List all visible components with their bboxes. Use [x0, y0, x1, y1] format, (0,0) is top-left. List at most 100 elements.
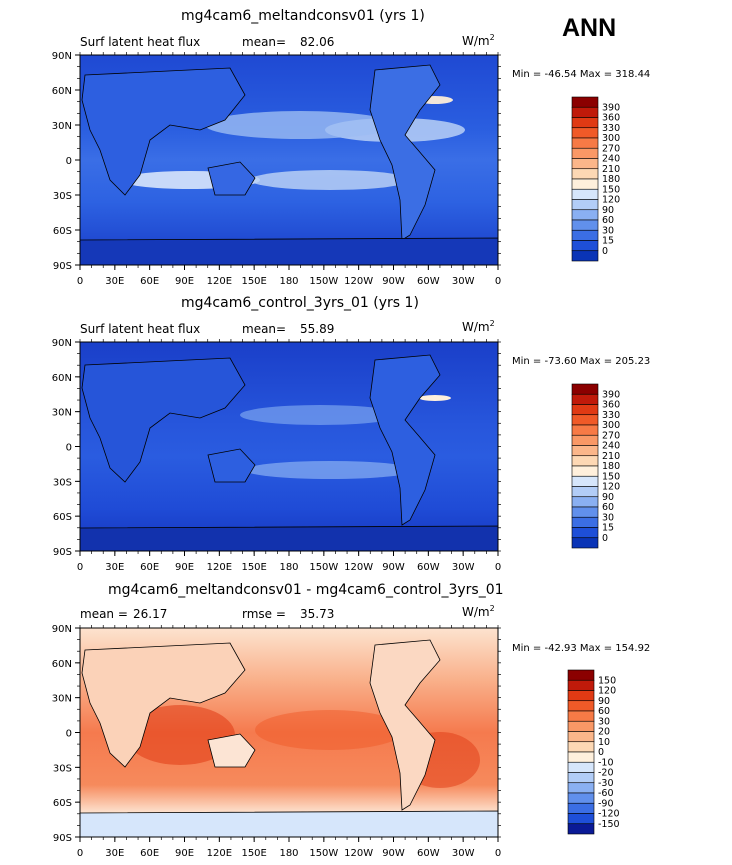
panel2-colorbar-swatch	[571, 445, 599, 457]
panel3-colorbar-label: -10	[598, 757, 614, 768]
panel1-colorbar-swatch	[571, 106, 599, 118]
panel2-xtick-label: 60E	[140, 562, 159, 573]
panel3-region-pacific	[255, 710, 405, 750]
panel2-colorbar-swatch	[571, 506, 599, 518]
panel1-xtick-label: 90E	[175, 276, 194, 287]
panel2-colorbar-label: 300	[602, 420, 620, 431]
panel3-colorbar-label: 20	[598, 727, 610, 738]
panel2-colorbar-label: 180	[602, 461, 620, 472]
panel3-xtick-label: 150E	[241, 848, 266, 859]
panel2-ytick-label: 30N	[52, 408, 72, 419]
panel2-colorbar-label: 15	[602, 523, 614, 534]
panel3-colorbar-swatch	[567, 792, 595, 804]
panel3-rmse-label: rmse =	[242, 607, 286, 621]
panel1-ytick-label: 90N	[52, 51, 72, 62]
panel3-colorbar-swatch	[567, 823, 595, 835]
panel1-xtick-label: 30W	[452, 276, 475, 287]
panel1-colorbar-swatch	[571, 240, 599, 252]
panel3-title: mg4cam6_meltandconsv01 - mg4cam6_control…	[108, 582, 504, 598]
panel3-xtick-label: 120E	[207, 848, 232, 859]
panel2-continent-americas	[369, 354, 441, 526]
panel3-ytick-label: 90S	[53, 833, 72, 844]
panel1-xtick-label: 120W	[344, 276, 373, 287]
panel1-colorbar-swatch	[571, 127, 599, 139]
panel3-colorbar-label: 120	[598, 686, 616, 697]
panel2-title: mg4cam6_control_3yrs_01 (yrs 1)	[181, 295, 419, 311]
panel1-xtick-label: 0	[495, 276, 501, 287]
panel1-colorbar-label: 120	[602, 195, 620, 206]
panel2-variable: Surf latent heat flux	[80, 322, 201, 336]
panel2-colorbar-swatch	[571, 516, 599, 528]
panel1-colorbar-label: 270	[602, 143, 620, 154]
panel3-units-exp: 2	[489, 604, 495, 613]
panel1-colorbar-label: 15	[602, 236, 614, 247]
panel3-colorbar-label: -60	[598, 788, 614, 799]
panel1-map	[79, 54, 499, 266]
panel1-colorbar-swatch	[571, 158, 599, 170]
panel2-ytick-label: 60S	[53, 512, 72, 523]
panel1-xtick-label: 180	[279, 276, 298, 287]
panel1-colorbar-label: 90	[602, 205, 614, 216]
season-label: ANN	[562, 14, 617, 42]
panel2-xtick-label: 120W	[344, 562, 373, 573]
panel2-colorbar-swatch	[571, 424, 599, 436]
panel2-ytick-label: 0	[66, 443, 72, 454]
panel1-colorbar-label: 0	[602, 246, 608, 257]
panel1-colorbar-label: 240	[602, 154, 620, 165]
panel3-continent-antarctica	[79, 810, 499, 838]
panel2-colorbar-label: 330	[602, 410, 620, 421]
panel3-colorbar-label: -90	[598, 798, 614, 809]
panel3-colorbar-label: -120	[598, 809, 620, 820]
panel1-min-max: Min = -46.54 Max = 318.44	[512, 69, 651, 80]
panel3-xtick-label: 180	[279, 848, 298, 859]
panel2-colorbar-label: 120	[602, 482, 620, 493]
panel3-ytick-label: 0	[66, 729, 72, 740]
panel1-units: W/m2	[462, 33, 495, 48]
panel1-colorbar-label: 330	[602, 123, 620, 134]
panel3-continent-africa-eurasia	[81, 642, 246, 768]
panel2-ytick-label: 90S	[53, 547, 72, 558]
panel3-xtick-label: 90E	[175, 848, 194, 859]
panel1-colorbar-swatch	[571, 147, 599, 159]
panel2-xtick-label: 90E	[175, 562, 194, 573]
panel1-colorbar-label: 210	[602, 164, 620, 175]
panel1-colorbar-label: 300	[602, 133, 620, 144]
panel2-mean-value: 55.89	[300, 322, 335, 336]
panel1-ytick-label: 30N	[52, 121, 72, 132]
panel3-colorbar-label: 150	[598, 675, 616, 686]
panel3-ytick-label: 60N	[52, 659, 72, 670]
panel2-min-max: Min = -73.60 Max = 205.23	[512, 356, 651, 367]
panel3-colorbar-swatch	[567, 720, 595, 732]
panel1-continent-africa-eurasia	[81, 67, 246, 196]
panel1-colorbar-swatch	[571, 219, 599, 231]
panel3-colorbar-swatch	[567, 741, 595, 753]
panel1-ytick-label: 60S	[53, 226, 72, 237]
panel2-map	[79, 341, 499, 552]
panel2-xtick-label: 30W	[452, 562, 475, 573]
panel1-colorbar-label: 360	[602, 113, 620, 124]
panel2-colorbar-swatch	[571, 496, 599, 508]
panel3-colorbar-swatch	[567, 802, 595, 814]
panel3-xtick-label: 150W	[309, 848, 338, 859]
panel2-colorbar-label: 240	[602, 441, 620, 452]
panel2-units: W/m2	[462, 319, 495, 334]
panel1-ytick-label: 0	[66, 156, 72, 167]
panel2-xtick-label: 180	[279, 562, 298, 573]
panel1-colorbar-swatch	[571, 96, 599, 108]
panel1-colorbar-swatch	[571, 229, 599, 241]
panel3-xtick-label: 60E	[140, 848, 159, 859]
panel3-continent-americas	[369, 639, 441, 811]
panel1-xtick-label: 150E	[241, 276, 266, 287]
panel1-ytick-label: 90S	[53, 261, 72, 272]
panel2-xtick-label: 90W	[382, 562, 405, 573]
panel1-colorbar-swatch	[571, 250, 599, 262]
panel3-colorbar-label: -20	[598, 768, 614, 779]
panel1-colorbar-swatch	[571, 117, 599, 129]
panel3-colorbar-swatch	[567, 669, 595, 681]
panel1-xtick-label: 90W	[382, 276, 405, 287]
panel1-title: mg4cam6_meltandconsv01 (yrs 1)	[181, 8, 425, 24]
panel3-min-max: Min = -42.93 Max = 154.92	[512, 643, 651, 654]
panel1-xtick-label: 60E	[140, 276, 159, 287]
panel2-xtick-label: 120E	[207, 562, 232, 573]
panel1-colorbar-label: 180	[602, 174, 620, 185]
